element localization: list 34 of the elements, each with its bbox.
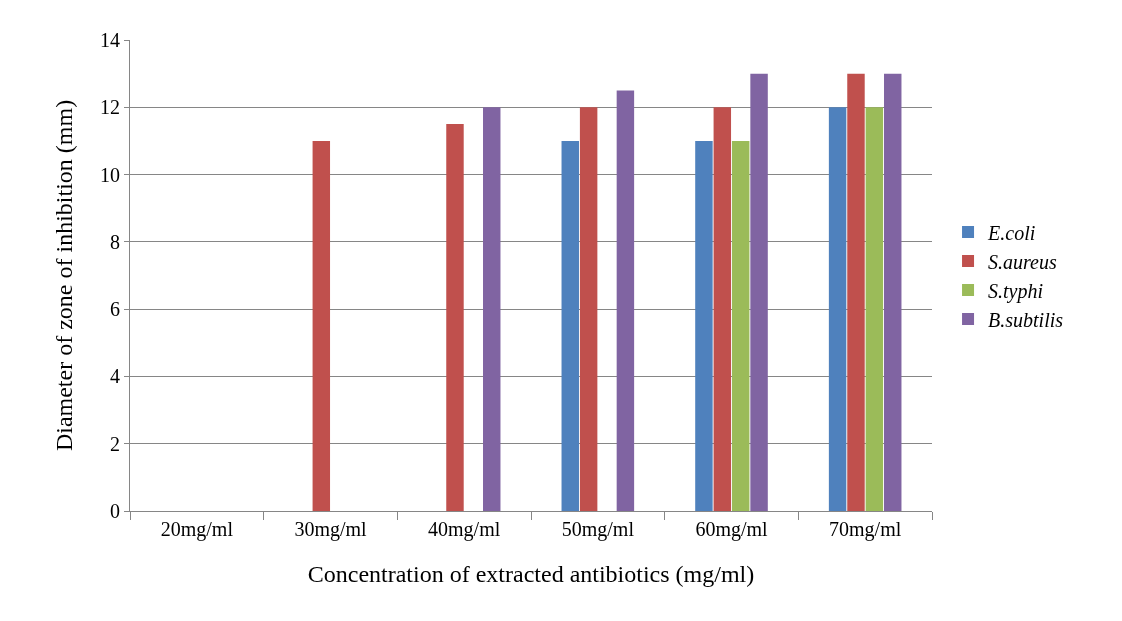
bar (312, 140, 331, 511)
bar (579, 107, 598, 511)
x-axis-title: Concentration of extracted antibiotics (mg/ml) (307, 561, 755, 588)
bar (446, 124, 464, 511)
x-tick-label: 50mg/ml (561, 518, 635, 541)
bar (713, 107, 732, 511)
bar (750, 73, 768, 511)
bar (695, 140, 713, 511)
y-axis-title: Diameter of zone of inhibition (mm) (51, 99, 77, 452)
y-tick-label: 8 (110, 230, 120, 253)
bar (865, 107, 884, 511)
y-tick-label: 12 (100, 96, 120, 119)
bar (483, 107, 501, 511)
x-tick-label: 20mg/ml (160, 518, 234, 541)
bar (731, 140, 750, 511)
y-tick-label: 0 (110, 500, 120, 522)
x-tick-label: 30mg/ml (294, 518, 368, 541)
legend-label: S.typhi (988, 279, 1044, 303)
y-tick-label: 4 (110, 365, 120, 388)
legend-label: B.subtilis (988, 308, 1064, 331)
bar (561, 140, 579, 511)
bar (847, 73, 865, 511)
y-tick-label: 2 (110, 432, 120, 455)
bar (616, 90, 635, 511)
y-tick-label: 14 (100, 29, 120, 51)
y-tick-label: 6 (110, 298, 120, 321)
legend-label: E.coli (987, 221, 1036, 244)
legend-label: S.aureus (988, 250, 1057, 273)
x-tick-label: 60mg/ml (695, 518, 769, 541)
bar (884, 73, 902, 511)
bar (828, 107, 847, 511)
y-tick-label: 10 (100, 163, 120, 186)
x-tick-label: 70mg/ml (829, 518, 902, 541)
x-tick-label: 40mg/ml (428, 518, 501, 541)
